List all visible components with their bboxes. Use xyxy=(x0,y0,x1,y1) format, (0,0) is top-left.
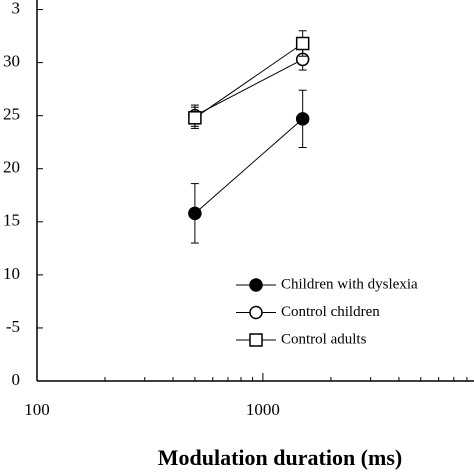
legend-label: Control children xyxy=(281,304,380,320)
x-tick-label: 1000 xyxy=(246,400,280,419)
y-tick-label: 10 xyxy=(3,264,20,283)
legend-marker xyxy=(249,333,263,347)
y-tick-label: 3 xyxy=(12,0,21,17)
data-point xyxy=(188,111,202,125)
series-line xyxy=(194,58,303,117)
y-tick-label: 15 xyxy=(3,211,20,230)
series-line xyxy=(194,43,303,119)
legend-marker xyxy=(249,278,263,292)
legend-label: Control adults xyxy=(281,331,367,347)
data-point xyxy=(188,206,202,221)
y-tick-label: 25 xyxy=(3,105,20,124)
legend-marker xyxy=(249,305,263,320)
data-point xyxy=(295,112,310,126)
y-tick-label: 20 xyxy=(3,158,20,177)
x-tick-label: 100 xyxy=(24,400,50,419)
data-point xyxy=(295,36,310,51)
series-line xyxy=(194,118,304,214)
y-tick-label: 30 xyxy=(3,52,20,71)
legend-label: Children with dyslexia xyxy=(281,276,418,292)
x-axis-label: Modulation duration (ms) xyxy=(158,445,402,470)
y-tick-label: -5 xyxy=(6,317,20,336)
y-tick-label: 0 xyxy=(12,370,21,389)
